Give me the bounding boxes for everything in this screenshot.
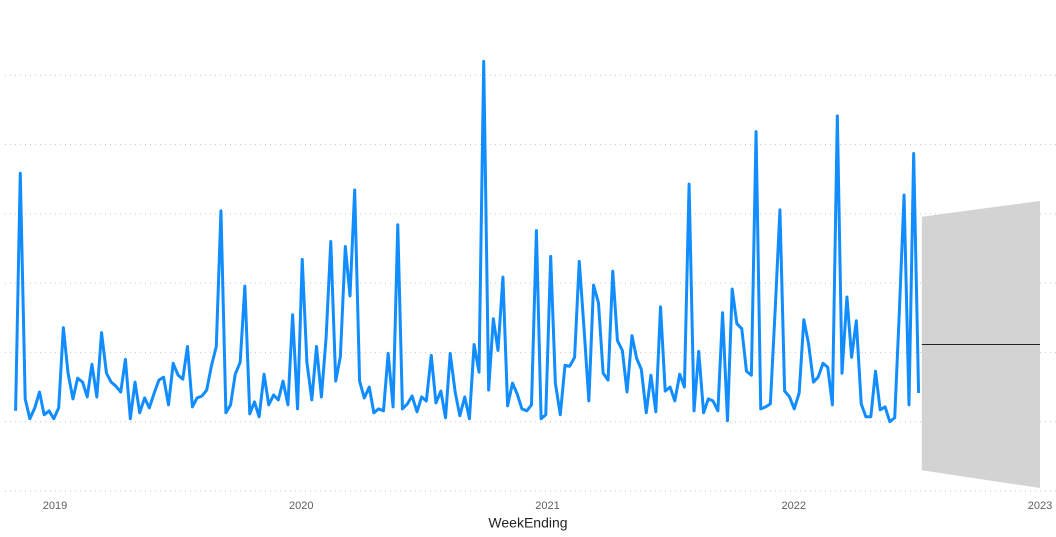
x-tick-label: 2019 xyxy=(43,500,67,512)
x-tick-label: 2021 xyxy=(535,500,559,512)
x-tick-label: 2023 xyxy=(1028,500,1052,512)
x-axis-title: WeekEnding xyxy=(488,515,567,531)
x-tick-label: 2022 xyxy=(782,500,806,512)
data-line xyxy=(14,59,921,424)
x-tick-label: 2020 xyxy=(289,500,313,512)
